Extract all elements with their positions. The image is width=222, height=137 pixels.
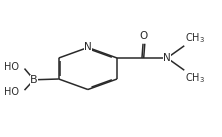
Text: N: N [84, 42, 92, 52]
Text: B: B [30, 75, 38, 85]
Text: HO: HO [4, 62, 19, 72]
Text: N: N [163, 53, 171, 63]
Text: CH$_3$: CH$_3$ [185, 71, 205, 85]
Text: O: O [140, 31, 148, 41]
Text: CH$_3$: CH$_3$ [185, 31, 205, 45]
Text: HO: HO [4, 87, 19, 97]
